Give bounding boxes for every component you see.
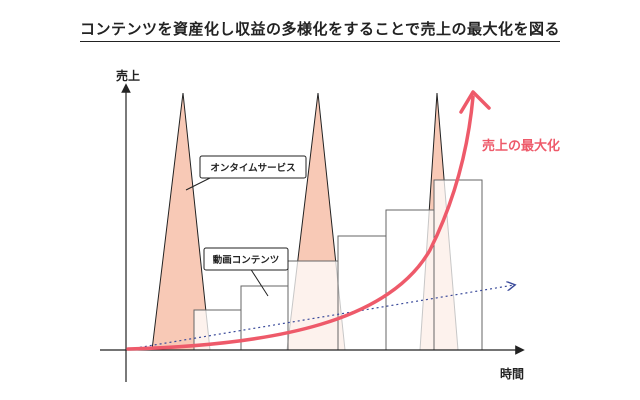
- video-content-callout-box: [203, 247, 289, 271]
- online-service-callout-box: [199, 155, 307, 179]
- video-content-label: 動画コンテンツ: [213, 254, 280, 266]
- revenue-max-label: 売上の最大化: [482, 138, 560, 154]
- bar-4: [337, 235, 387, 351]
- bar-6: [433, 179, 483, 351]
- video-content-bars: [193, 179, 483, 351]
- revenue-curve: [126, 95, 475, 351]
- diagram-title-text: コンテンツを資産化し収益の多様化をすることで売上の最大化を図る: [79, 20, 561, 42]
- bar-5: [385, 209, 435, 351]
- y-axis-label: 売上: [116, 68, 140, 83]
- video-content-leader: [249, 267, 269, 297]
- revenue-curve-arrowhead: [459, 90, 491, 114]
- bar-3: [287, 260, 339, 351]
- online-service-label: オンタイムサービス: [210, 162, 295, 174]
- axes: [100, 83, 525, 382]
- x-axis-label: 時間: [500, 366, 524, 381]
- diagram-title: コンテンツを資産化し収益の多様化をすることで売上の最大化を図る: [0, 18, 640, 42]
